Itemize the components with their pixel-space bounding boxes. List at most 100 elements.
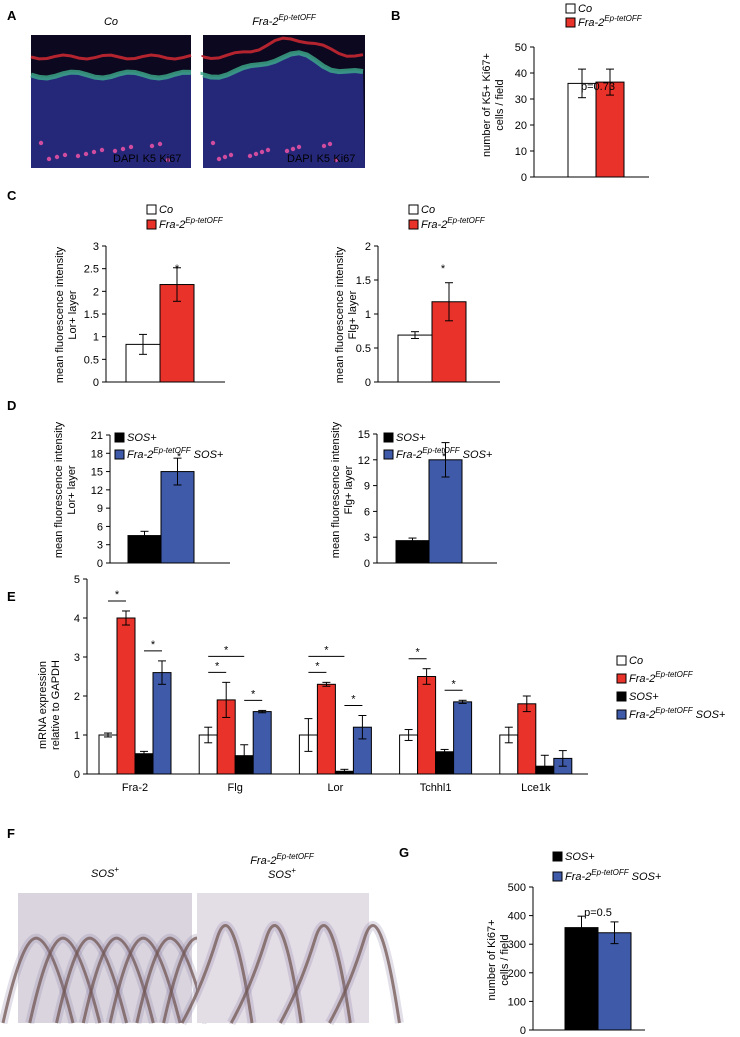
chart-g: G 0 100 200 300 400 500 number of Ki67+ cells / … bbox=[399, 845, 662, 1037]
chart-b: B 0 10 20 30 40 50 number of K5+ Ki67+ cells / f… bbox=[391, 3, 649, 184]
bar bbox=[417, 676, 437, 775]
legend-swatch bbox=[552, 871, 563, 882]
y-tick-label: 200 bbox=[508, 968, 526, 980]
legend-swatch bbox=[114, 432, 125, 443]
bar bbox=[597, 932, 632, 1031]
ki67-dot bbox=[99, 147, 105, 153]
image-title-fra2sos-line1: Fra-2Ep-tetOFF bbox=[250, 852, 315, 867]
y-tick-label: 400 bbox=[508, 911, 526, 923]
y-tick-label: 0 bbox=[520, 1025, 526, 1037]
hematoxylin-band bbox=[325, 921, 404, 1026]
legend-entry: SOS+ bbox=[629, 691, 659, 703]
y-tick-label: 1 bbox=[93, 332, 99, 344]
y-axis-label: cells / field bbox=[499, 934, 511, 985]
stain-label-k5: K5 bbox=[317, 153, 330, 165]
chart-e: E 0 1 2 3 4 5 mRNA expression relative to GAPDH C… bbox=[7, 574, 726, 794]
y-tick-label: 0 bbox=[93, 377, 99, 389]
y-tick-label: 6 bbox=[97, 521, 103, 533]
legend-entry: Co bbox=[421, 204, 435, 216]
y-tick-label: 1 bbox=[365, 309, 371, 321]
y-tick-label: 0 bbox=[364, 558, 370, 570]
y-tick-label: 1.5 bbox=[356, 275, 371, 287]
ki67-dot bbox=[222, 154, 228, 160]
significance-star: * bbox=[415, 647, 420, 659]
ki67-dot bbox=[75, 153, 81, 159]
stain-label-dapi: DAPI bbox=[113, 153, 139, 165]
category-label: Fra-2 bbox=[122, 782, 148, 794]
y-axis-label: Flg+ layer bbox=[347, 290, 359, 339]
bar bbox=[435, 751, 455, 775]
y-tick-label: 30 bbox=[515, 94, 527, 106]
ki67-dot bbox=[149, 143, 155, 149]
y-tick-label: 500 bbox=[508, 882, 526, 894]
ki67-dot bbox=[259, 149, 265, 155]
ihc-image-sos bbox=[0, 893, 238, 1025]
brown-stain-ridge bbox=[180, 924, 254, 1024]
y-tick-label: 5 bbox=[74, 574, 80, 586]
hematoxylin-band bbox=[276, 921, 355, 1026]
bar bbox=[567, 82, 597, 178]
y-tick-label: 1.5 bbox=[84, 309, 99, 321]
y-tick-label: 50 bbox=[515, 42, 527, 54]
cornified-layer bbox=[201, 36, 364, 61]
bar bbox=[395, 540, 430, 564]
brown-stain-ridge bbox=[328, 924, 401, 1024]
ki67-dot bbox=[38, 140, 44, 146]
ki67-dot bbox=[112, 148, 118, 154]
brown-stain-ridge bbox=[81, 936, 155, 1024]
bar bbox=[152, 672, 172, 775]
legend-swatch bbox=[616, 673, 627, 684]
y-tick-label: 3 bbox=[364, 532, 370, 544]
legend-swatch bbox=[616, 709, 627, 720]
bar bbox=[98, 734, 118, 775]
panel-letter-a: A bbox=[7, 8, 17, 23]
legend-swatch bbox=[408, 219, 419, 230]
y-tick-label: 6 bbox=[364, 506, 370, 518]
ki67-dot bbox=[333, 157, 339, 163]
significance-annotation: p=0.73 bbox=[581, 81, 615, 93]
legend-entry: Fra-2Ep-tetOFF bbox=[578, 14, 643, 29]
y-tick-label: 12 bbox=[358, 455, 370, 467]
image-title-fra2sos-line2: SOS+ bbox=[268, 866, 296, 881]
y-axis-label: mean fluorescence intensity bbox=[53, 421, 65, 558]
hematoxylin-band bbox=[178, 921, 257, 1026]
legend-entry: SOS+ bbox=[396, 432, 426, 444]
ki67-dot bbox=[247, 153, 253, 159]
significance-annotation: * bbox=[175, 263, 180, 275]
nuclei-layer bbox=[203, 52, 365, 168]
legend-swatch bbox=[146, 219, 157, 230]
y-tick-label: 0 bbox=[521, 172, 527, 184]
panel-letter-e: E bbox=[7, 589, 16, 604]
significance-star: * bbox=[215, 660, 220, 672]
y-axis-label: cells / field bbox=[494, 79, 506, 130]
stain-label-k5: K5 bbox=[143, 153, 156, 165]
y-tick-label: 0 bbox=[97, 558, 103, 570]
legend-swatch bbox=[565, 17, 576, 28]
bar bbox=[595, 81, 625, 178]
brown-stain-ridge bbox=[108, 936, 182, 1024]
y-axis-label: Lor+ layer bbox=[67, 290, 79, 340]
legend-swatch bbox=[408, 204, 419, 215]
panel-letter-c: C bbox=[7, 188, 17, 203]
y-tick-label: 1 bbox=[74, 730, 80, 742]
significance-star: * bbox=[451, 678, 456, 690]
legend-entry: SOS+ bbox=[565, 851, 595, 863]
brown-stain-ridge bbox=[278, 924, 352, 1024]
chart-c1: C 0 0.5 1 1.5 2 2.5 3 mean fluorescence intensit… bbox=[7, 188, 225, 389]
y-tick-label: 2.5 bbox=[84, 264, 99, 276]
ki67-dot bbox=[91, 149, 97, 155]
y-tick-label: 9 bbox=[364, 481, 370, 493]
y-tick-label: 4 bbox=[74, 613, 80, 625]
legend-entry: Fra-2Ep-tetOFF bbox=[629, 670, 694, 685]
significance-star: * bbox=[351, 694, 356, 706]
hematoxylin-band bbox=[25, 933, 105, 1025]
y-tick-label: 20 bbox=[515, 120, 527, 132]
significance-annotation: * bbox=[177, 451, 182, 463]
legend-swatch bbox=[565, 3, 576, 14]
image-title-fra2: Fra-2Ep-tetOFF bbox=[252, 13, 317, 28]
y-tick-label: 0.5 bbox=[84, 354, 99, 366]
legend-swatch bbox=[552, 851, 563, 862]
y-tick-label: 3 bbox=[93, 241, 99, 253]
y-tick-label: 2 bbox=[365, 241, 371, 253]
